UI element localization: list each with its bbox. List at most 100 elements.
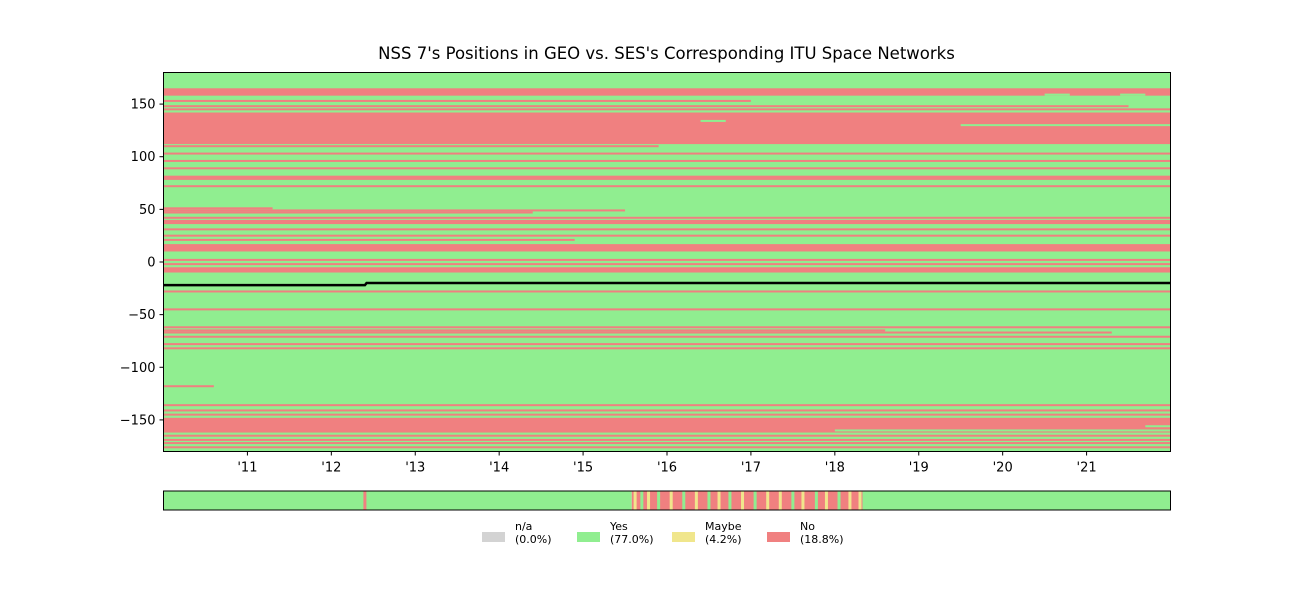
legend-label: No (18.8%) [800, 520, 844, 546]
legend-item-maybe: Maybe (4.2%) [672, 520, 767, 546]
x-tick-label: '21 [1077, 461, 1097, 476]
no-line [163, 329, 886, 332]
strip-mark [848, 491, 852, 510]
strip-mark [778, 491, 782, 510]
strip-mark [824, 491, 828, 510]
no-band [163, 175, 1171, 180]
strip-frame [163, 490, 1171, 511]
strip-mark [647, 491, 651, 510]
x-tick-label: '14 [489, 461, 509, 476]
x-tick-label: '12 [321, 461, 341, 476]
y-tick-label: −100 [120, 361, 156, 376]
legend-swatch [672, 532, 695, 542]
strip-mark [717, 491, 721, 510]
no-band [163, 88, 1171, 96]
no-line [901, 117, 1171, 120]
no-line [163, 228, 1171, 231]
x-tick-label: '16 [657, 461, 677, 476]
no-line [163, 404, 1171, 407]
no-line [163, 263, 1171, 266]
strip-mark [858, 491, 862, 510]
legend-swatch [767, 532, 790, 542]
no-line [163, 234, 1171, 237]
no-line [163, 347, 1171, 350]
no-line [163, 145, 659, 148]
no-line [163, 331, 1112, 334]
main-heatmap [163, 72, 1171, 452]
no-band [163, 267, 1171, 273]
strip-mark [363, 491, 367, 510]
no-line [163, 152, 1171, 155]
strip-segment [163, 491, 632, 510]
legend-swatch [482, 532, 505, 542]
legend-label: Yes (77.0%) [610, 520, 654, 546]
no-line [163, 385, 214, 388]
summary-strip [163, 490, 1171, 511]
strip-mark [753, 491, 757, 510]
yes-patch [960, 124, 1171, 127]
y-tick-label: −50 [128, 308, 155, 323]
yes-patch [1120, 93, 1146, 96]
strip-mark [741, 491, 745, 510]
no-band [163, 219, 1171, 225]
x-tick-label: '11 [237, 461, 257, 476]
x-tick-label: '19 [909, 461, 929, 476]
no-line [163, 105, 1129, 108]
legend: n/a (0.0%) Yes (77.0%) Maybe (4.2%) No (18.… [482, 520, 862, 546]
no-band [163, 417, 1171, 433]
x-tick-label: '15 [573, 461, 593, 476]
y-tick-label: 100 [131, 150, 156, 165]
no-line [163, 99, 751, 102]
no-line [163, 442, 1171, 445]
no-line [163, 409, 1171, 412]
strip-mark [640, 491, 644, 510]
no-line [163, 207, 273, 210]
no-line [163, 326, 1171, 329]
legend-label: Maybe (4.2%) [705, 520, 742, 546]
strip-mark [669, 491, 673, 510]
strip-segment [862, 491, 1171, 510]
no-line [163, 308, 1171, 311]
y-tick-label: 0 [147, 256, 155, 271]
no-line [163, 438, 1171, 441]
no-line [163, 290, 1171, 293]
x-tick-label: '20 [993, 461, 1013, 476]
strip-mark [766, 491, 770, 510]
no-line [163, 343, 1171, 346]
yes-patch [700, 119, 726, 122]
strip-mark [633, 491, 637, 510]
legend-item-na: n/a (0.0%) [482, 520, 577, 546]
legend-swatch [577, 532, 600, 542]
no-line [163, 216, 1171, 219]
y-tick-label: 150 [131, 98, 156, 113]
yes-patch [750, 99, 1171, 102]
yes-patch [1145, 425, 1171, 428]
legend-item-no: No (18.8%) [767, 520, 862, 546]
strip-mark [707, 491, 711, 510]
legend-item-yes: Yes (77.0%) [577, 520, 672, 546]
strip-mark [837, 491, 841, 510]
no-line [163, 446, 1171, 449]
no-line [163, 185, 1171, 188]
strip-segment [631, 491, 863, 510]
strip-mark [694, 491, 698, 510]
strip-mark [791, 491, 795, 510]
no-line [163, 238, 575, 241]
y-tick-label: −150 [120, 413, 156, 428]
y-tick-label: 50 [139, 203, 156, 218]
no-line [163, 159, 1171, 162]
strip-mark [682, 491, 686, 510]
strip-mark [814, 491, 818, 510]
no-line [163, 108, 1171, 111]
x-tick-label: '13 [405, 461, 425, 476]
no-line [163, 413, 1171, 416]
x-axis: '11 '12 '13 '14 '15 '16 '17 '18 '19 '20 '21 [237, 451, 1097, 476]
x-tick-label: '17 [741, 461, 761, 476]
strip-mark [801, 491, 805, 510]
chart-title: NSS 7's Positions in GEO vs. SES's Corre… [378, 44, 955, 63]
yes-patch [1044, 93, 1070, 96]
strip-mark [657, 491, 661, 510]
no-band [163, 112, 1171, 145]
no-line [163, 167, 1171, 170]
